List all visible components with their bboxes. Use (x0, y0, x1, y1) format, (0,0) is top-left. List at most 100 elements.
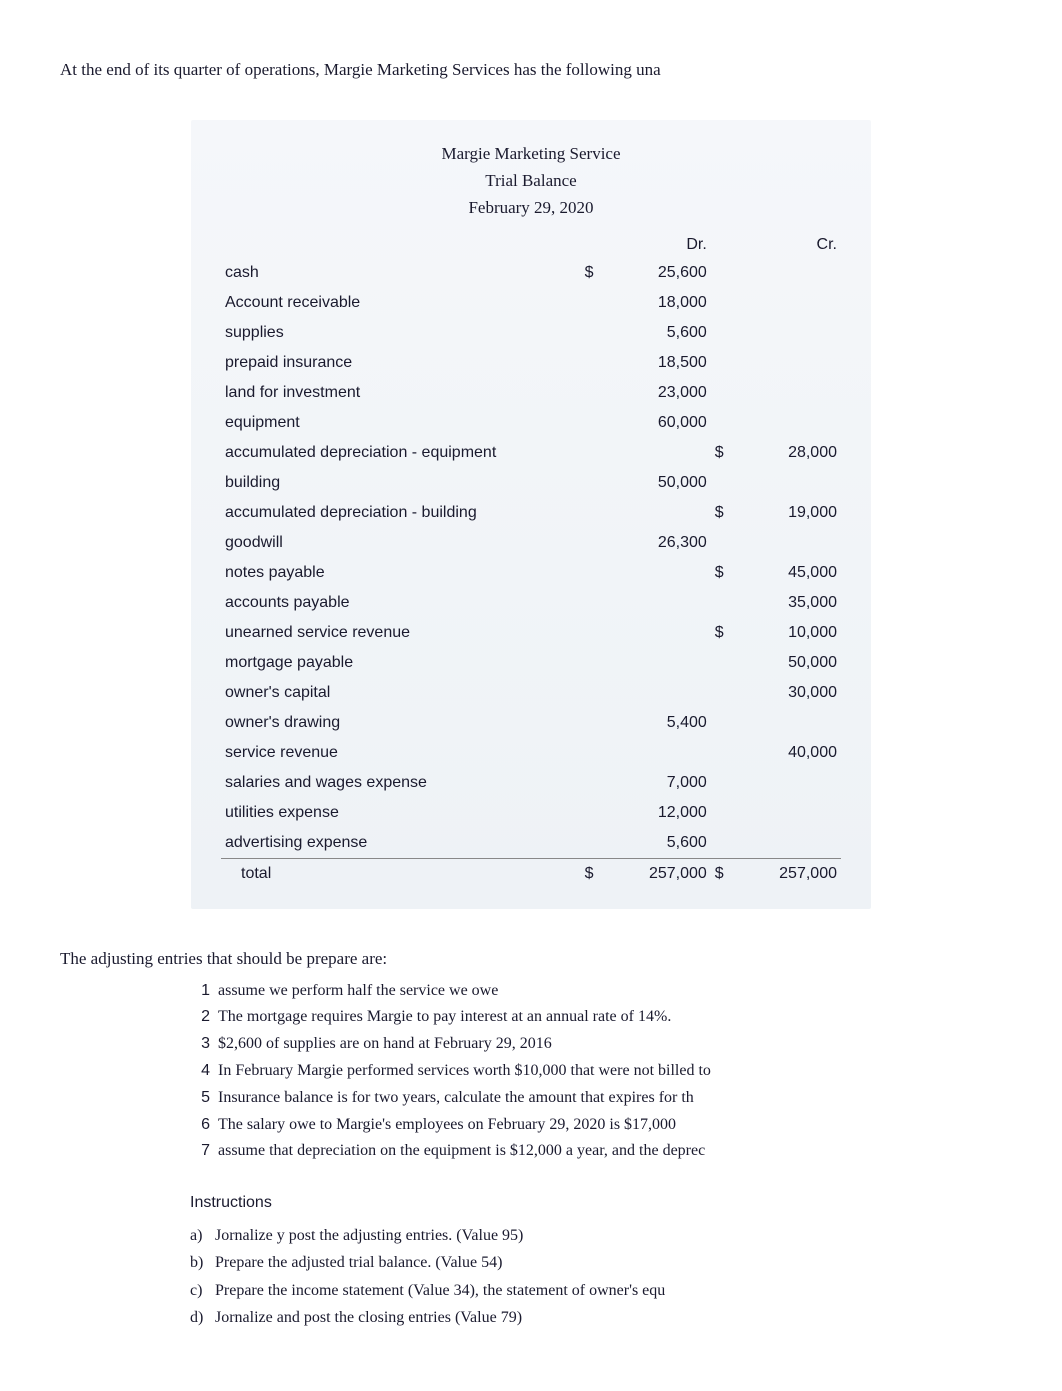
acct-name: owner's capital (221, 678, 581, 708)
acct-name: goodwill (221, 528, 581, 558)
table-row: land for investment23,000 (221, 378, 841, 408)
list-item: c)Prepare the income statement (Value 34… (190, 1277, 1012, 1304)
dr-amount (605, 678, 710, 708)
adjustments-list: 1assume we perform half the service we o… (190, 979, 1012, 1165)
dr-amount: 18,500 (605, 348, 710, 378)
cr-amount (736, 348, 841, 378)
dr-symbol (581, 558, 606, 588)
instructions-title: Instructions (190, 1194, 1012, 1212)
dr-symbol (581, 588, 606, 618)
dr-amount: 5,400 (605, 708, 710, 738)
table-row: owner's capital 30,000 (221, 678, 841, 708)
instr-text: Prepare the income statement (Value 34),… (215, 1277, 665, 1304)
cr-amount (736, 468, 841, 498)
table-row: accumulated depreciation - equipment $28,… (221, 438, 841, 468)
dr-amount (605, 738, 710, 768)
table-row: prepaid insurance18,500 (221, 348, 841, 378)
total-dr: 257,000 (605, 858, 710, 889)
list-item: 1assume we perform half the service we o… (190, 979, 1012, 1004)
acct-name: service revenue (221, 738, 581, 768)
dr-amount (605, 558, 710, 588)
dr-symbol (581, 648, 606, 678)
list-item: a)Jornalize y post the adjusting entries… (190, 1222, 1012, 1249)
acct-name: mortgage payable (221, 648, 581, 678)
cr-symbol (711, 528, 736, 558)
dr-symbol (581, 408, 606, 438)
table-row: goodwill26,300 (221, 528, 841, 558)
adj-text: In February Margie performed services wo… (218, 1059, 711, 1084)
dr-symbol (581, 678, 606, 708)
cr-symbol (711, 468, 736, 498)
acct-name: accumulated depreciation - equipment (221, 438, 581, 468)
acct-name: advertising expense (221, 828, 581, 859)
adj-text: assume we perform half the service we ow… (218, 979, 498, 1004)
dr-symbol (581, 468, 606, 498)
dr-symbol (581, 378, 606, 408)
cr-amount: 30,000 (736, 678, 841, 708)
cr-symbol: $ (711, 498, 736, 528)
cr-amount: 50,000 (736, 648, 841, 678)
acct-name: supplies (221, 318, 581, 348)
cr-amount: 45,000 (736, 558, 841, 588)
dr-amount: 5,600 (605, 828, 710, 859)
cr-amount: 40,000 (736, 738, 841, 768)
table-row: owner's drawing5,400 (221, 708, 841, 738)
tb-title-date: February 29, 2020 (221, 194, 841, 221)
cr-amount (736, 768, 841, 798)
dr-symbol (581, 828, 606, 859)
dr-amount (605, 618, 710, 648)
adj-number: 7 (190, 1139, 210, 1164)
cr-amount (736, 408, 841, 438)
list-item: 5 Insurance balance is for two years, cal… (190, 1086, 1012, 1111)
adj-number: 5 (190, 1086, 210, 1111)
table-row: building50,000 (221, 468, 841, 498)
dr-amount: 18,000 (605, 288, 710, 318)
adj-number: 4 (190, 1059, 210, 1084)
dr-amount: 5,600 (605, 318, 710, 348)
cr-symbol (711, 378, 736, 408)
total-dr-sym: $ (581, 858, 606, 889)
cr-symbol (711, 708, 736, 738)
acct-name: salaries and wages expense (221, 768, 581, 798)
table-row: utilities expense 12,000 (221, 798, 841, 828)
acct-name: accounts payable (221, 588, 581, 618)
instr-text: Prepare the adjusted trial balance. (Val… (215, 1249, 502, 1276)
instr-letter: d) (190, 1304, 215, 1331)
adj-number: 3 (190, 1032, 210, 1057)
dr-symbol (581, 708, 606, 738)
table-row: equipment60,000 (221, 408, 841, 438)
trial-balance-header: Margie Marketing Service Trial Balance F… (221, 140, 841, 222)
col-header-cr: Cr. (736, 232, 841, 258)
list-item: 7 assume that depreciation on the equipme… (190, 1139, 1012, 1164)
dr-amount: 25,600 (605, 258, 710, 288)
instr-letter: a) (190, 1222, 215, 1249)
list-item: 3$2,600 of supplies are on hand at Febru… (190, 1032, 1012, 1057)
dr-amount: 12,000 (605, 798, 710, 828)
list-item: b)Prepare the adjusted trial balance. (V… (190, 1249, 1012, 1276)
table-row: unearned service revenue$10,000 (221, 618, 841, 648)
cr-symbol (711, 828, 736, 859)
list-item: 6The salary owe to Margie's employees on… (190, 1113, 1012, 1138)
instr-letter: c) (190, 1277, 215, 1304)
dr-symbol (581, 528, 606, 558)
table-row: Account receivable 18,000 (221, 288, 841, 318)
adj-text: assume that depreciation on the equipmen… (218, 1139, 705, 1164)
adj-text: Insurance balance is for two years, calc… (218, 1086, 694, 1111)
adj-number: 6 (190, 1113, 210, 1138)
adj-text: The mortgage requires Margie to pay inte… (218, 1005, 671, 1030)
total-label: total (221, 858, 581, 889)
tb-title-report: Trial Balance (221, 167, 841, 194)
cr-amount: 28,000 (736, 438, 841, 468)
dr-symbol (581, 348, 606, 378)
dr-amount: 23,000 (605, 378, 710, 408)
cr-symbol: $ (711, 438, 736, 468)
acct-name: utilities expense (221, 798, 581, 828)
cr-amount: 35,000 (736, 588, 841, 618)
cr-amount (736, 798, 841, 828)
total-cr: 257,000 (736, 858, 841, 889)
cr-symbol: $ (711, 558, 736, 588)
cr-amount (736, 828, 841, 859)
cr-symbol (711, 768, 736, 798)
dr-amount: 60,000 (605, 408, 710, 438)
acct-name: Account receivable (221, 288, 581, 318)
